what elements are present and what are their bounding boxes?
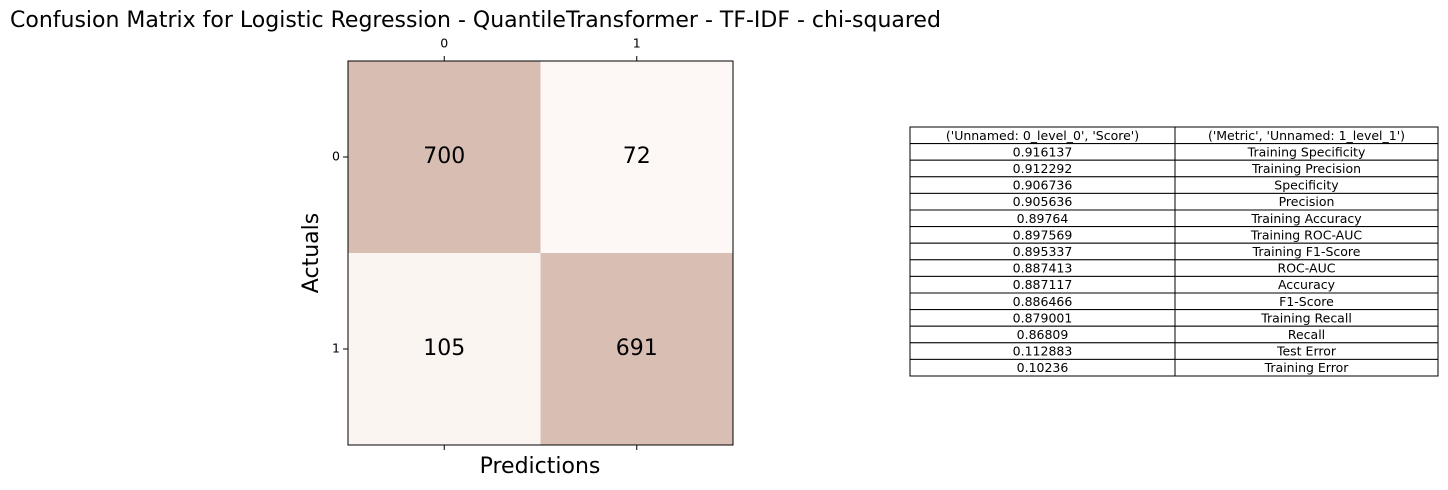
table-text: Training Recall: [1260, 310, 1352, 325]
table-header: ('Unnamed: 0_level_0', 'Score'): [946, 128, 1139, 143]
x-tick-label: 1: [633, 36, 641, 51]
plot-frame: [347, 60, 734, 446]
table-text: 0.906736: [1013, 178, 1073, 193]
table-text: 0.895337: [1013, 244, 1073, 259]
heatmap-cell: [348, 253, 541, 445]
y-tick-label: 1: [332, 341, 340, 356]
table-text: 0.86809: [1017, 327, 1069, 342]
table-text: Precision: [1279, 194, 1335, 209]
table-text: 0.89764: [1017, 211, 1069, 226]
table-cell: [1174, 358, 1439, 377]
table-text: 0.912292: [1013, 161, 1073, 176]
table-text: 0.905636: [1013, 194, 1073, 209]
table-text: 0.879001: [1013, 310, 1073, 325]
table-text: Training Specificity: [1247, 144, 1366, 159]
y-axis-label: Actuals: [299, 213, 324, 293]
table-text: Test Error: [1276, 344, 1337, 359]
cell-label: 691: [616, 336, 658, 361]
y-tick-label: 0: [332, 149, 340, 164]
table-text: 0.887117: [1013, 277, 1073, 292]
table-text: 0.897569: [1013, 227, 1073, 242]
table-text: ROC-AUC: [1278, 261, 1336, 276]
cell-label: 700: [423, 144, 465, 169]
cell-label: 105: [423, 336, 465, 361]
table-text: Specificity: [1274, 178, 1339, 193]
table-text: 0.886466: [1013, 294, 1073, 309]
cell-label: 72: [623, 144, 651, 169]
table-text: 0.887413: [1013, 261, 1073, 276]
table-text: Training F1-Score: [1252, 244, 1361, 259]
table-text: Training Error: [1264, 360, 1350, 375]
table-text: Recall: [1288, 327, 1325, 342]
heatmap-cell: [540, 61, 733, 253]
x-axis-label: Predictions: [480, 454, 601, 479]
table-text: Training Accuracy: [1250, 211, 1362, 226]
table-text: Accuracy: [1278, 277, 1336, 292]
table-header: ('Metric', 'Unnamed: 1_level_1'): [1208, 128, 1405, 143]
heatmap-cell: [540, 253, 733, 445]
table-text: 0.10236: [1017, 360, 1069, 375]
table-text: F1-Score: [1279, 294, 1334, 309]
table-text: Training ROC-AUC: [1250, 227, 1362, 242]
heatmap-cell: [348, 61, 541, 253]
table-text: Training Precision: [1251, 161, 1361, 176]
chart-title: Confusion Matrix for Logistic Regression…: [10, 8, 941, 33]
table-text: 0.916137: [1013, 144, 1073, 159]
x-tick-label: 0: [440, 36, 448, 51]
table-text: 0.112883: [1013, 344, 1073, 359]
